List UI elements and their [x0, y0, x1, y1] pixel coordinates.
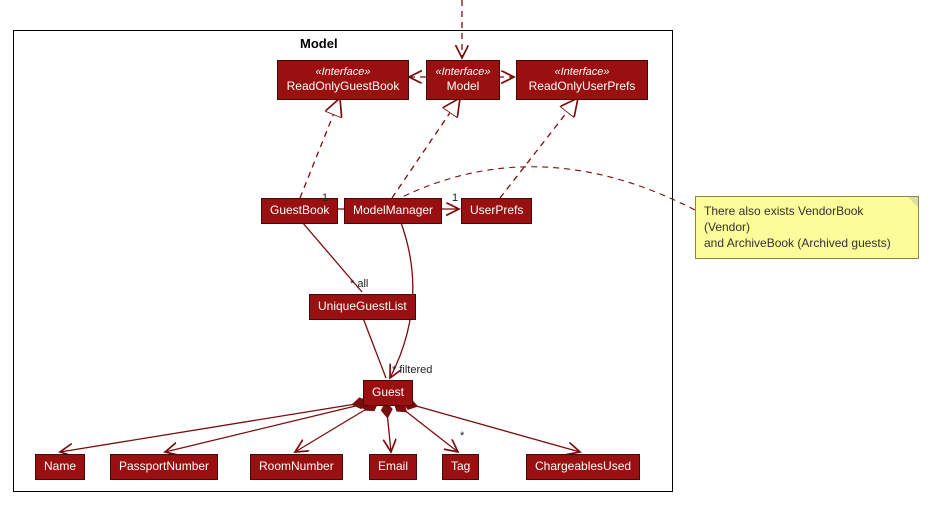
label-mm-gb-1: 1: [322, 192, 328, 204]
interface-readonlyuserprefs: «Interface» ReadOnlyUserPrefs: [516, 60, 648, 100]
class-roomnumber: RoomNumber: [250, 454, 343, 480]
stereotype-label: «Interface»: [525, 65, 639, 79]
package-model-title: Model: [300, 36, 338, 51]
class-uniqueguestlist: UniqueGuestList: [309, 294, 416, 320]
interface-model: «Interface» Model: [426, 60, 500, 100]
class-chargeablesused: ChargeablesUsed: [526, 454, 640, 480]
uml-note: There also exists VendorBook (Vendor) an…: [695, 196, 919, 259]
note-line1: There also exists VendorBook (Vendor): [704, 204, 863, 234]
class-name: Model: [435, 79, 491, 95]
class-passportnumber: PassportNumber: [110, 454, 218, 480]
class-tag: Tag: [442, 454, 479, 480]
stereotype-label: «Interface»: [435, 65, 491, 79]
label-g-tag-star: *: [460, 430, 464, 442]
class-name: ReadOnlyGuestBook: [286, 79, 400, 95]
stereotype-label: «Interface»: [286, 65, 400, 79]
class-modelmanager: ModelManager: [344, 198, 442, 224]
class-guest: Guest: [363, 380, 413, 406]
class-name-attr: Name: [35, 454, 85, 480]
interface-readonlyguestbook: «Interface» ReadOnlyGuestBook: [277, 60, 409, 100]
label-gb-ugl-1: * all: [350, 278, 368, 290]
label-ugl-g-all: * filtered: [392, 364, 432, 376]
class-email: Email: [369, 454, 417, 480]
note-line2: and ArchiveBook (Archived guests): [704, 236, 891, 250]
note-fold-icon: [908, 197, 918, 207]
class-userprefs: UserPrefs: [461, 198, 532, 224]
class-name: ReadOnlyUserPrefs: [525, 79, 639, 95]
label-mm-up-1: 1: [452, 192, 458, 204]
